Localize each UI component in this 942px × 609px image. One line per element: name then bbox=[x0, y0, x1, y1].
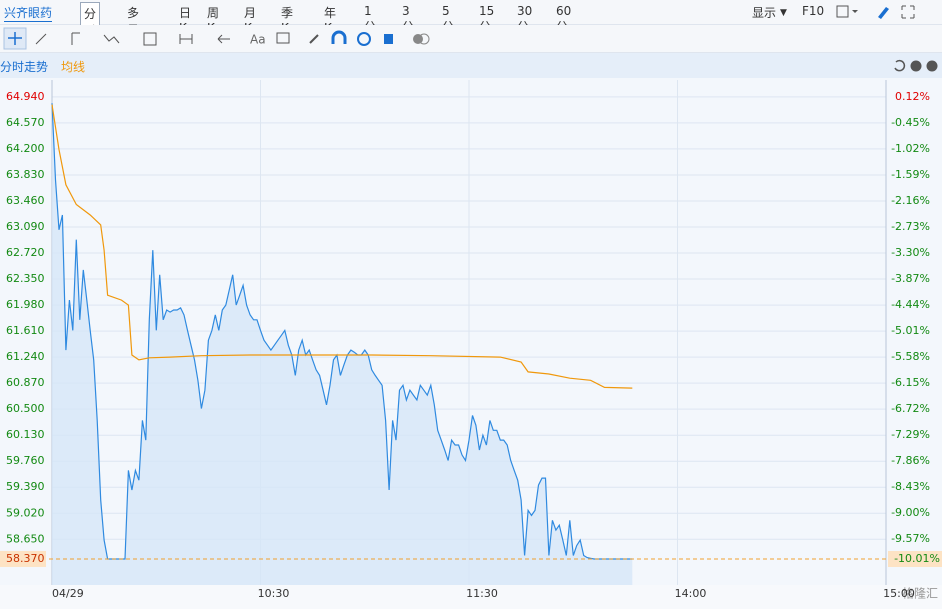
reference-label-box bbox=[888, 550, 942, 567]
y-tick-label: 60.500 bbox=[6, 402, 45, 415]
drawing-icons: Aa bbox=[3, 27, 430, 50]
y2-tick-label: -2.16% bbox=[891, 194, 930, 207]
pen-icon[interactable] bbox=[878, 7, 889, 19]
eraser-tool[interactable] bbox=[309, 34, 319, 44]
box-icon[interactable] bbox=[836, 5, 849, 18]
ray-tool[interactable] bbox=[71, 32, 80, 45]
y2-tick-label: -0.45% bbox=[891, 116, 930, 129]
y-tick-label: 64.200 bbox=[6, 142, 45, 155]
y-tick-label: 63.830 bbox=[6, 168, 45, 181]
y-tick-label: 58.650 bbox=[6, 532, 45, 545]
reset-icon[interactable] bbox=[894, 59, 906, 72]
y2-tick-label: -3.87% bbox=[891, 272, 930, 285]
legend-bar: 分时走势 均线 bbox=[0, 53, 942, 79]
y-tick-label: 62.720 bbox=[6, 246, 45, 259]
fullscreen-icon[interactable] bbox=[901, 5, 915, 19]
magnet-tool[interactable] bbox=[331, 30, 347, 44]
display-menu[interactable]: 显示 bbox=[752, 6, 777, 20]
text-tool[interactable]: Aa bbox=[250, 33, 266, 47]
arrow-tool[interactable] bbox=[217, 34, 230, 44]
dropdown-arrow: ▼ bbox=[780, 8, 787, 18]
fib-tool[interactable] bbox=[143, 32, 157, 46]
toolbar-icons bbox=[836, 5, 915, 19]
y-tick-label: 59.020 bbox=[6, 506, 45, 519]
y-tick-label: 61.980 bbox=[6, 298, 45, 311]
y2-tick-label: -1.02% bbox=[891, 142, 930, 155]
y2-tick-label: -7.86% bbox=[891, 454, 930, 467]
toolbar: 兴齐眼药 分时多日日K周K月K季K年K1分3分5分15分30分60分 显示 ▼ … bbox=[0, 0, 942, 42]
x-tick-label: 04/29 bbox=[52, 587, 84, 600]
y2-tick-label: -7.29% bbox=[891, 428, 930, 441]
legend-controls bbox=[894, 59, 938, 72]
y2-tick-label: -3.30% bbox=[891, 246, 930, 259]
chart: 格隆汇 64.940 64.570 64.200 63.830 63.460 63.090… bbox=[0, 78, 942, 609]
y2-tick-label: -1.59% bbox=[891, 168, 930, 181]
y2-tick-label: -6.72% bbox=[891, 402, 930, 415]
measure-tool[interactable] bbox=[179, 34, 193, 44]
reference-label: 58.370 bbox=[6, 552, 45, 565]
reference-y2-label: -10.01% bbox=[894, 552, 940, 565]
x-tick-label: 11:30 bbox=[466, 587, 498, 600]
drawing-toolbar: Aa bbox=[0, 25, 942, 53]
reference-label-box bbox=[0, 550, 46, 567]
y2-tick-label: -2.73% bbox=[891, 220, 930, 233]
y-tick-label: 64.940 bbox=[6, 90, 45, 103]
stock-name[interactable]: 兴齐眼药 bbox=[4, 6, 53, 22]
toggle-tool-ring bbox=[418, 33, 430, 45]
delete-tool[interactable] bbox=[384, 34, 393, 44]
axis-background bbox=[0, 585, 942, 609]
x-tick-label: 14:00 bbox=[675, 587, 707, 600]
y2-tick-label: -4.44% bbox=[891, 298, 930, 311]
line-tool[interactable] bbox=[35, 33, 47, 45]
visible-tool[interactable] bbox=[357, 32, 371, 46]
watermark: 格隆汇 bbox=[902, 586, 938, 601]
zoom-out-icon[interactable] bbox=[926, 60, 938, 72]
y-tick-label: 62.350 bbox=[6, 272, 45, 285]
y-tick-label: 60.870 bbox=[6, 376, 45, 389]
y-tick-label: 64.570 bbox=[6, 116, 45, 129]
y2-tick-label: -9.57% bbox=[891, 532, 930, 545]
note-tool[interactable] bbox=[276, 32, 290, 44]
y2-tick-label: -9.00% bbox=[891, 506, 930, 519]
dropdown-arrow bbox=[852, 10, 858, 13]
y-tick-label: 61.240 bbox=[6, 350, 45, 363]
move-icon bbox=[8, 32, 22, 45]
legend-entry[interactable]: 均线 bbox=[61, 60, 86, 74]
y-tick-label: 63.460 bbox=[6, 194, 45, 207]
toggle-tool[interactable] bbox=[413, 34, 423, 44]
zoom-in-icon[interactable] bbox=[910, 60, 922, 72]
x-tick-label: 15:00 bbox=[883, 587, 915, 600]
y-tick-label: 60.130 bbox=[6, 428, 45, 441]
x-tick-label: 10:30 bbox=[258, 587, 290, 600]
y2-tick-label: -5.58% bbox=[891, 350, 930, 363]
y-tick-label: 59.760 bbox=[6, 454, 45, 467]
y-tick-label: 59.390 bbox=[6, 480, 45, 493]
f10-button[interactable]: F10 bbox=[802, 4, 825, 18]
y-tick-label: 63.090 bbox=[6, 220, 45, 233]
y-tick-label: 61.610 bbox=[6, 324, 45, 337]
price-line bbox=[51, 103, 633, 560]
area-fill bbox=[52, 103, 633, 585]
y2-tick-label: -8.43% bbox=[891, 480, 930, 493]
chart-title[interactable]: 分时走势 bbox=[0, 60, 49, 74]
price-line bbox=[51, 104, 633, 389]
y2-tick-label: -5.01% bbox=[891, 324, 930, 337]
y2-tick-label: -6.15% bbox=[891, 376, 930, 389]
y2-tick-label: 0.12% bbox=[895, 90, 930, 103]
wave-tool[interactable] bbox=[103, 34, 120, 44]
